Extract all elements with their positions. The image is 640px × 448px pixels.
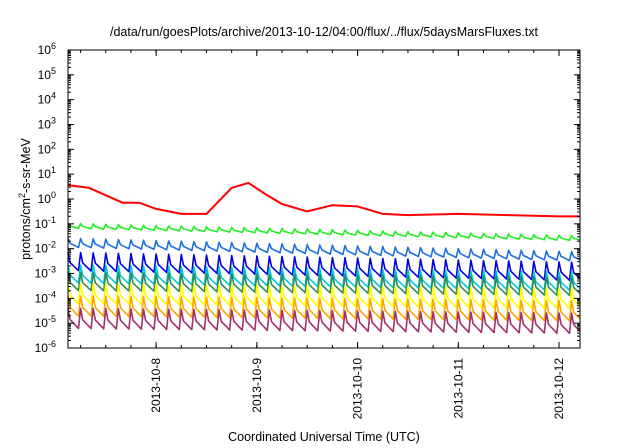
chart-title: /data/run/goesPlots/archive/2013-10-12/0… [110, 25, 539, 39]
series-line [67, 271, 581, 297]
series-line [67, 181, 580, 218]
y-axis-label: protons/cm2-s-sr-MeV [17, 137, 33, 259]
series-line [67, 282, 581, 310]
plot-area [67, 181, 581, 335]
x-tick-label: 2013-10-9 [250, 358, 264, 413]
series-line [67, 237, 581, 262]
x-tick-label: 2013-10-11 [451, 358, 465, 419]
y-tick-label: 106 [38, 41, 56, 57]
y-tick-label: 10-1 [35, 215, 56, 231]
y-tick-label: 10-4 [35, 289, 56, 305]
y-tick-label: 105 [38, 66, 56, 82]
x-tick-label: 2013-10-10 [351, 358, 365, 420]
y-tick-label: 10-3 [35, 265, 56, 281]
series-line [67, 295, 581, 322]
y-tick-label: 103 [38, 116, 56, 132]
y-tick-label: 100 [38, 190, 56, 206]
y-tick-label: 101 [38, 165, 56, 181]
series-line [67, 222, 581, 242]
y-tick-label: 104 [38, 91, 56, 107]
y-tick-label: 10-2 [35, 240, 56, 256]
x-axis-label: Coordinated Universal Time (UTC) [228, 430, 420, 444]
x-tick-label: 2013-10-8 [149, 358, 163, 413]
series-line [67, 307, 581, 335]
y-axis: 10-6 10-5 10-4 10-3 10-2 10-1 100 101 102 103 104 1… [35, 41, 580, 355]
y-tick-label: 10-5 [35, 314, 56, 330]
y-tick-label: 102 [38, 140, 56, 156]
x-axis: 2013-10-8 2013-10-9 2013-10-10 2013-10-11 20… [80, 50, 566, 420]
series-line [67, 251, 581, 282]
x-tick-label: 2013-10-12 [552, 358, 566, 420]
y-tick-label: 10-6 [35, 339, 56, 355]
